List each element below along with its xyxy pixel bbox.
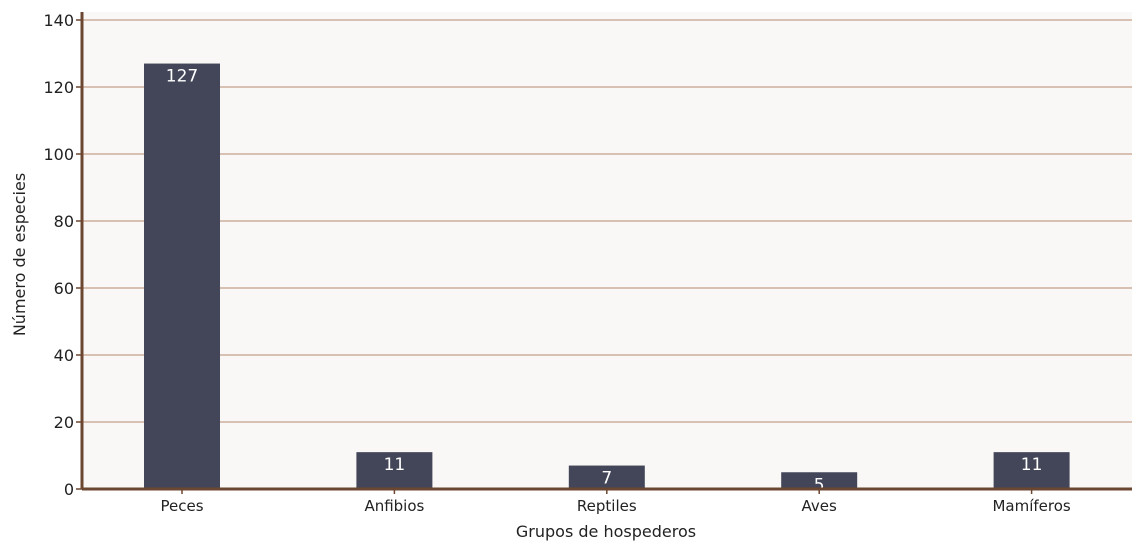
data-label-Anfibios: 11 bbox=[384, 455, 406, 475]
x-tick-label-Anfibios: Anfibios bbox=[364, 497, 424, 515]
x-tick-label-Reptiles: Reptiles bbox=[577, 497, 637, 515]
data-label-Aves: 5 bbox=[814, 475, 825, 495]
data-label-Peces: 127 bbox=[166, 67, 198, 87]
y-tick-label-80: 80 bbox=[54, 212, 74, 231]
y-tick-label-20: 20 bbox=[54, 413, 74, 432]
x-tick-labels: Peces Anfibios Reptiles Aves Mamíferos bbox=[160, 489, 1071, 515]
bar-Reptiles bbox=[568, 465, 645, 489]
bar-Peces bbox=[144, 63, 220, 490]
x-axis-title: Grupos de hospederos bbox=[516, 522, 696, 541]
bar-Mamíferos bbox=[993, 452, 1070, 489]
gridlines bbox=[82, 19, 1132, 423]
y-tick-labels: 0 20 40 60 80 100 120 140 bbox=[43, 11, 82, 499]
data-labels: 127 11 7 5 11 bbox=[166, 67, 1043, 496]
data-label-Mamíferos: 11 bbox=[1021, 455, 1043, 475]
bar-Anfibios bbox=[356, 452, 433, 489]
y-tick-label-140: 140 bbox=[43, 11, 74, 30]
y-tick-label-120: 120 bbox=[43, 78, 74, 97]
y-axis-title: Número de especies bbox=[10, 173, 29, 336]
bar-Aves bbox=[781, 472, 858, 489]
y-tick-label-0: 0 bbox=[64, 480, 74, 499]
x-tick-label-Aves: Aves bbox=[802, 497, 837, 515]
plot-background bbox=[82, 12, 1132, 489]
bars bbox=[144, 63, 1070, 490]
data-label-Reptiles: 7 bbox=[601, 469, 612, 489]
x-tick-label-Peces: Peces bbox=[160, 497, 203, 515]
x-tick-label-Mamíferos: Mamíferos bbox=[992, 497, 1070, 515]
y-tick-label-40: 40 bbox=[54, 346, 74, 365]
y-tick-label-100: 100 bbox=[43, 145, 74, 164]
y-tick-label-60: 60 bbox=[54, 279, 74, 298]
